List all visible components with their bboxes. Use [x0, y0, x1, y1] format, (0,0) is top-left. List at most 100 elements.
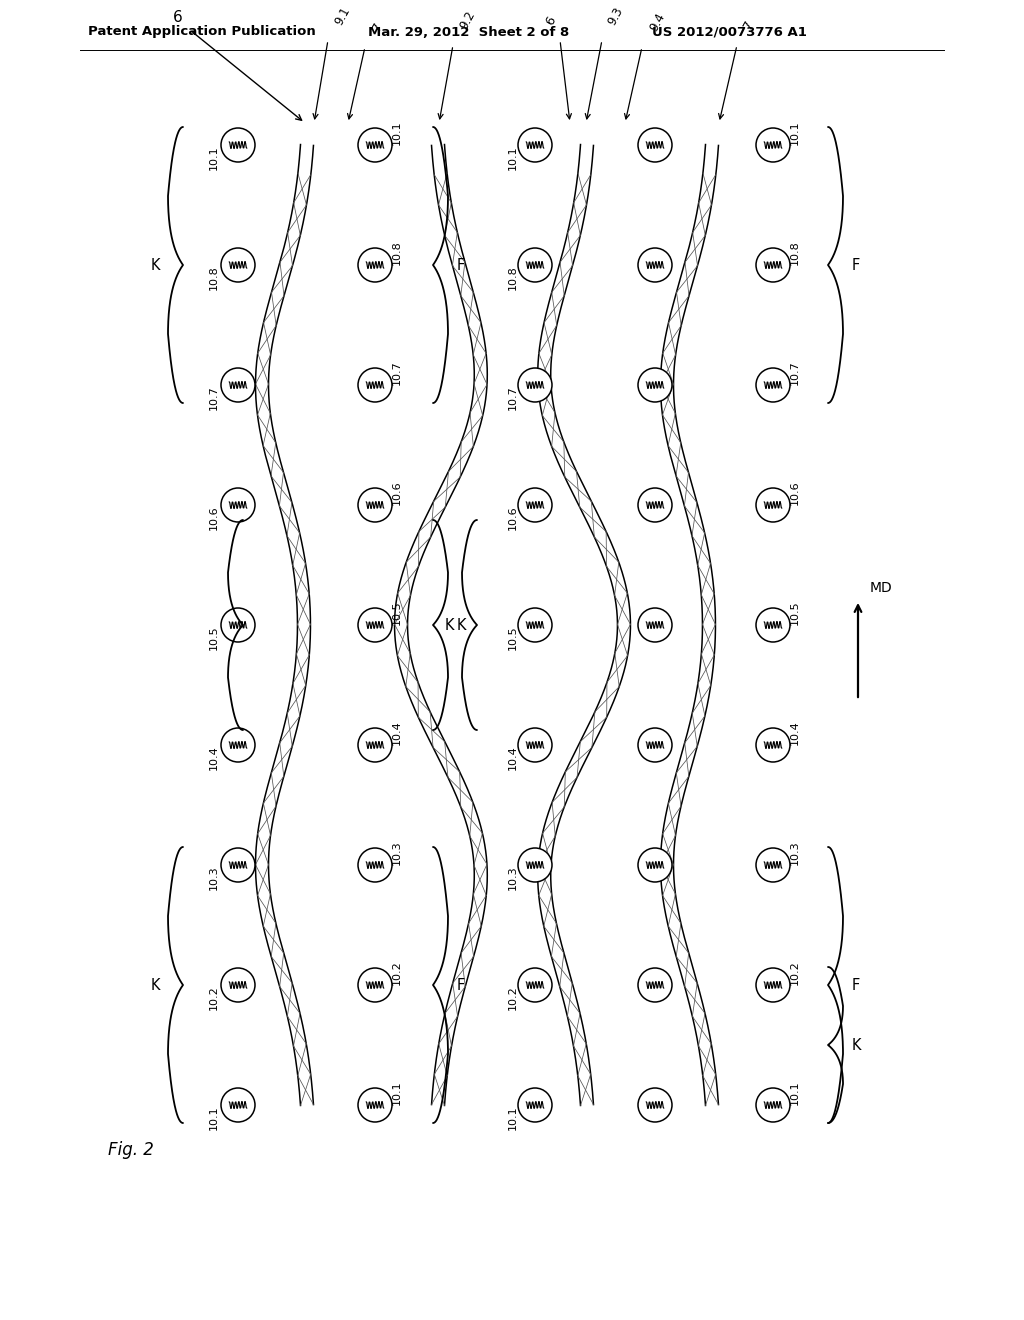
- Text: 10.3: 10.3: [790, 841, 800, 865]
- Text: K: K: [457, 618, 466, 632]
- Text: 10.6: 10.6: [790, 480, 800, 506]
- Circle shape: [221, 488, 255, 521]
- Text: K: K: [151, 257, 160, 272]
- Circle shape: [638, 1088, 672, 1122]
- Text: 10.1: 10.1: [209, 1105, 219, 1130]
- Text: 10.3: 10.3: [392, 841, 402, 865]
- Text: 9.1: 9.1: [332, 4, 352, 26]
- Circle shape: [756, 609, 790, 642]
- Text: 10.1: 10.1: [392, 1080, 402, 1105]
- Text: Fig. 2: Fig. 2: [108, 1140, 154, 1159]
- Text: 6: 6: [543, 15, 558, 26]
- Circle shape: [518, 729, 552, 762]
- Text: 7: 7: [370, 20, 385, 33]
- Text: 10.4: 10.4: [392, 721, 402, 744]
- Text: 10.2: 10.2: [392, 960, 402, 985]
- Text: 10.6: 10.6: [209, 506, 219, 529]
- Circle shape: [518, 847, 552, 882]
- Text: US 2012/0073776 A1: US 2012/0073776 A1: [652, 25, 807, 38]
- Text: 9.4: 9.4: [647, 11, 668, 33]
- Circle shape: [518, 968, 552, 1002]
- Text: K: K: [444, 618, 454, 632]
- Text: 10.5: 10.5: [392, 601, 402, 624]
- Circle shape: [221, 248, 255, 282]
- Circle shape: [638, 968, 672, 1002]
- Circle shape: [518, 609, 552, 642]
- Text: 9.2: 9.2: [457, 8, 477, 30]
- Text: Patent Application Publication: Patent Application Publication: [88, 25, 315, 38]
- Text: 10.8: 10.8: [508, 265, 518, 290]
- Text: 10.8: 10.8: [790, 240, 800, 265]
- Circle shape: [638, 847, 672, 882]
- Text: 9.3: 9.3: [605, 4, 626, 26]
- Circle shape: [358, 729, 392, 762]
- Text: 10.1: 10.1: [209, 145, 219, 170]
- Polygon shape: [660, 145, 719, 1105]
- Text: 10.7: 10.7: [392, 360, 402, 385]
- Circle shape: [756, 1088, 790, 1122]
- Circle shape: [358, 1088, 392, 1122]
- Text: 10.8: 10.8: [392, 240, 402, 265]
- Text: 6: 6: [173, 9, 183, 25]
- Text: 10.1: 10.1: [508, 145, 518, 170]
- Text: 10.4: 10.4: [790, 721, 800, 744]
- Text: 7: 7: [741, 18, 757, 30]
- Circle shape: [638, 609, 672, 642]
- Circle shape: [756, 968, 790, 1002]
- Circle shape: [518, 488, 552, 521]
- Circle shape: [638, 368, 672, 403]
- Circle shape: [756, 248, 790, 282]
- Circle shape: [221, 729, 255, 762]
- Text: F: F: [457, 257, 465, 272]
- Text: 10.3: 10.3: [209, 865, 219, 890]
- Text: 10.7: 10.7: [209, 385, 219, 409]
- Text: F: F: [852, 978, 860, 993]
- Text: 10.8: 10.8: [209, 265, 219, 290]
- Circle shape: [638, 128, 672, 162]
- Circle shape: [358, 128, 392, 162]
- Text: 10.4: 10.4: [209, 744, 219, 770]
- Text: 10.2: 10.2: [209, 985, 219, 1010]
- Circle shape: [358, 847, 392, 882]
- Circle shape: [358, 609, 392, 642]
- Text: MD: MD: [870, 581, 893, 595]
- Text: 10.6: 10.6: [392, 480, 402, 506]
- Text: Mar. 29, 2012  Sheet 2 of 8: Mar. 29, 2012 Sheet 2 of 8: [368, 25, 569, 38]
- Text: 10.5: 10.5: [508, 624, 518, 649]
- Circle shape: [756, 488, 790, 521]
- Text: 10.1: 10.1: [790, 1080, 800, 1105]
- Text: 10.2: 10.2: [508, 985, 518, 1010]
- Circle shape: [221, 128, 255, 162]
- Circle shape: [221, 968, 255, 1002]
- Polygon shape: [538, 145, 631, 1105]
- Text: 10.5: 10.5: [209, 624, 219, 649]
- Text: 10.2: 10.2: [790, 960, 800, 985]
- Circle shape: [756, 368, 790, 403]
- Circle shape: [221, 368, 255, 403]
- Circle shape: [518, 368, 552, 403]
- Circle shape: [358, 488, 392, 521]
- Circle shape: [756, 729, 790, 762]
- Text: K: K: [151, 978, 160, 993]
- Circle shape: [221, 847, 255, 882]
- Text: 10.7: 10.7: [790, 360, 800, 385]
- Circle shape: [518, 1088, 552, 1122]
- Text: 10.1: 10.1: [508, 1105, 518, 1130]
- Text: K: K: [851, 1038, 861, 1052]
- Circle shape: [638, 488, 672, 521]
- Circle shape: [756, 847, 790, 882]
- Polygon shape: [394, 145, 487, 1105]
- Circle shape: [221, 609, 255, 642]
- Text: 10.6: 10.6: [508, 506, 518, 529]
- Circle shape: [756, 128, 790, 162]
- Text: 10.1: 10.1: [790, 120, 800, 145]
- Text: 10.7: 10.7: [508, 385, 518, 409]
- Text: 10.1: 10.1: [392, 120, 402, 145]
- Text: 10.5: 10.5: [790, 601, 800, 624]
- Circle shape: [518, 128, 552, 162]
- Circle shape: [221, 1088, 255, 1122]
- Circle shape: [358, 368, 392, 403]
- Text: F: F: [852, 257, 860, 272]
- Text: 10.4: 10.4: [508, 744, 518, 770]
- Circle shape: [358, 968, 392, 1002]
